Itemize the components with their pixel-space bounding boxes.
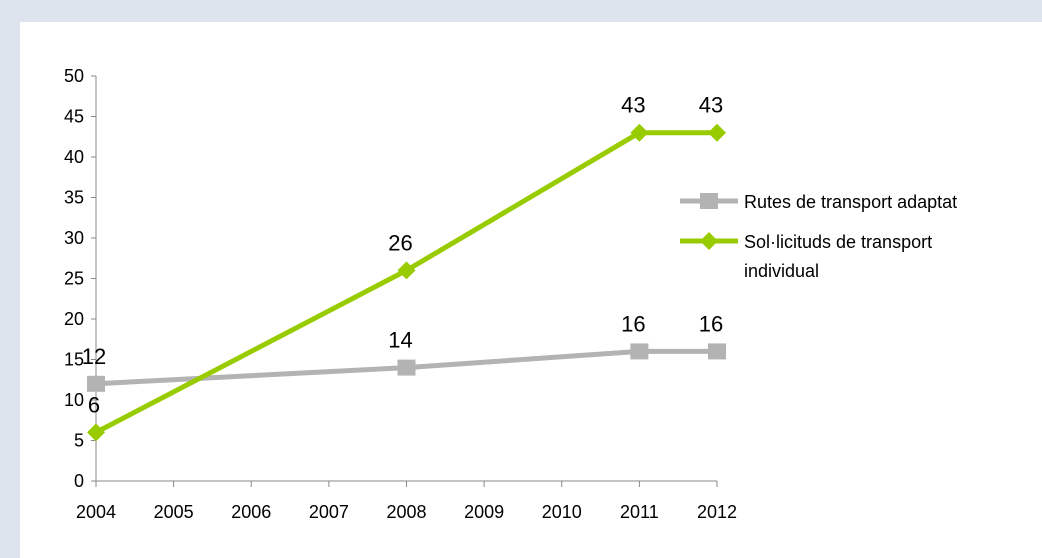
data-label: 14 bbox=[388, 328, 412, 353]
legend-entry: Rutes de transport adaptat bbox=[744, 192, 957, 212]
x-tick-label: 2006 bbox=[231, 502, 271, 522]
data-point bbox=[630, 343, 648, 359]
x-tick-label: 2008 bbox=[386, 502, 426, 522]
y-tick-label: 50 bbox=[64, 66, 84, 86]
data-point bbox=[708, 343, 726, 359]
data-label: 43 bbox=[699, 93, 723, 118]
data-point bbox=[398, 360, 416, 376]
x-tick-label: 2007 bbox=[309, 502, 349, 522]
legend-marker bbox=[700, 232, 718, 250]
x-tick-label: 2011 bbox=[620, 502, 659, 522]
data-label: 16 bbox=[621, 311, 645, 336]
data-point bbox=[87, 423, 105, 441]
x-tick-label: 2004 bbox=[76, 502, 116, 522]
y-tick-label: 25 bbox=[64, 269, 84, 289]
y-tick-label: 40 bbox=[64, 147, 84, 167]
x-tick-label: 2009 bbox=[464, 502, 504, 522]
y-tick-label: 20 bbox=[64, 309, 84, 329]
series-line-1 bbox=[96, 133, 717, 433]
data-label: 16 bbox=[699, 311, 723, 336]
y-tick-label: 10 bbox=[64, 390, 84, 410]
y-tick-label: 0 bbox=[74, 471, 84, 491]
y-tick-label: 5 bbox=[74, 431, 84, 451]
data-label: 43 bbox=[621, 93, 645, 118]
data-point bbox=[708, 124, 726, 142]
data-label: 12 bbox=[82, 344, 106, 369]
y-tick-label: 30 bbox=[64, 228, 84, 248]
data-label: 6 bbox=[88, 392, 100, 417]
legend-marker bbox=[700, 193, 718, 209]
y-tick-label: 45 bbox=[64, 107, 84, 127]
x-tick-label: 2010 bbox=[542, 502, 582, 522]
x-tick-label: 2012 bbox=[697, 502, 737, 522]
x-tick-label: 2005 bbox=[154, 502, 194, 522]
data-label: 26 bbox=[388, 230, 412, 255]
legend-entry: Sol·licituds de transport bbox=[744, 232, 932, 252]
y-tick-label: 35 bbox=[64, 188, 84, 208]
legend-entry: individual bbox=[744, 261, 819, 281]
data-point bbox=[87, 376, 105, 392]
